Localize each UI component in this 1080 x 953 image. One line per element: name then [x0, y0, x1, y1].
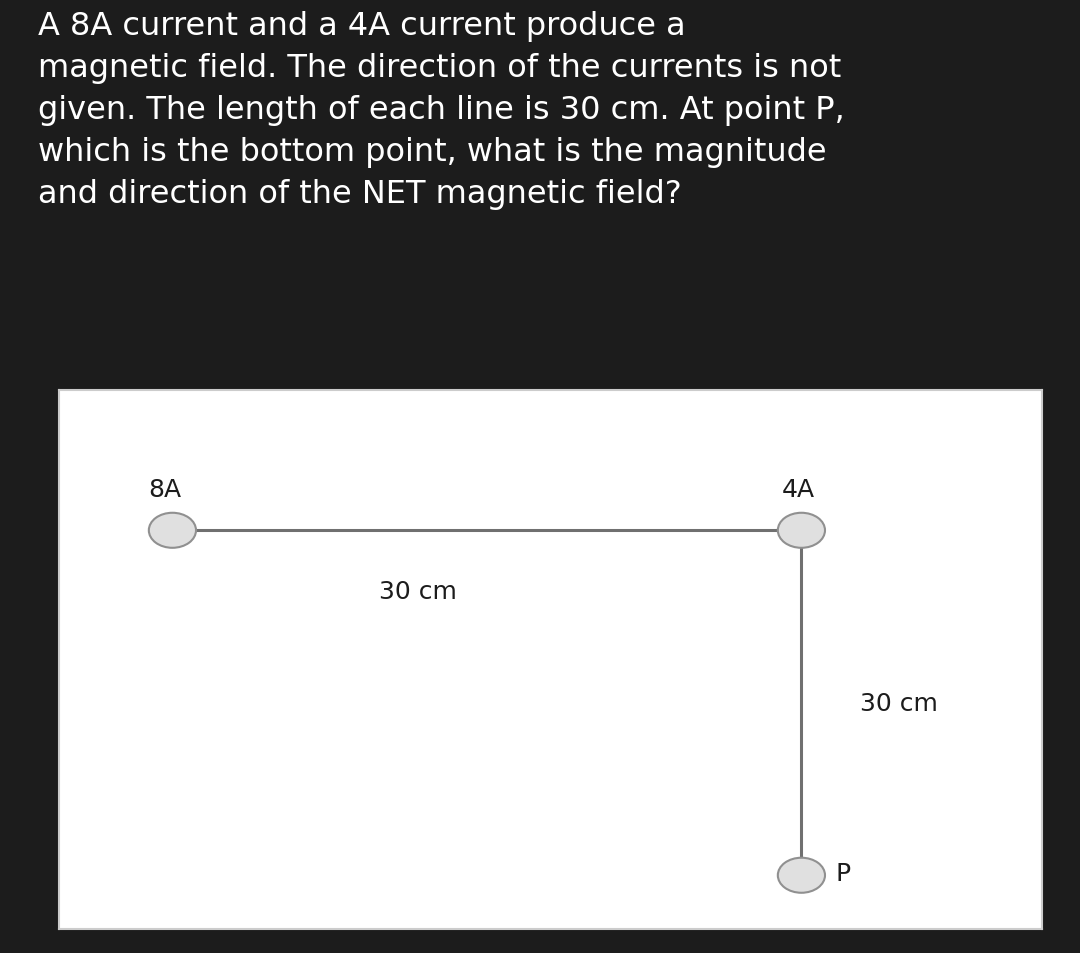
Ellipse shape: [778, 858, 825, 893]
Text: 30 cm: 30 cm: [861, 691, 939, 715]
Ellipse shape: [778, 514, 825, 548]
Text: 30 cm: 30 cm: [379, 579, 457, 603]
Text: 8A: 8A: [148, 477, 181, 501]
Text: P: P: [836, 861, 851, 884]
Text: 4A: 4A: [782, 477, 815, 501]
Ellipse shape: [149, 514, 195, 548]
Text: A 8A current and a 4A current produce a
magnetic field. The direction of the cur: A 8A current and a 4A current produce a …: [38, 11, 845, 210]
